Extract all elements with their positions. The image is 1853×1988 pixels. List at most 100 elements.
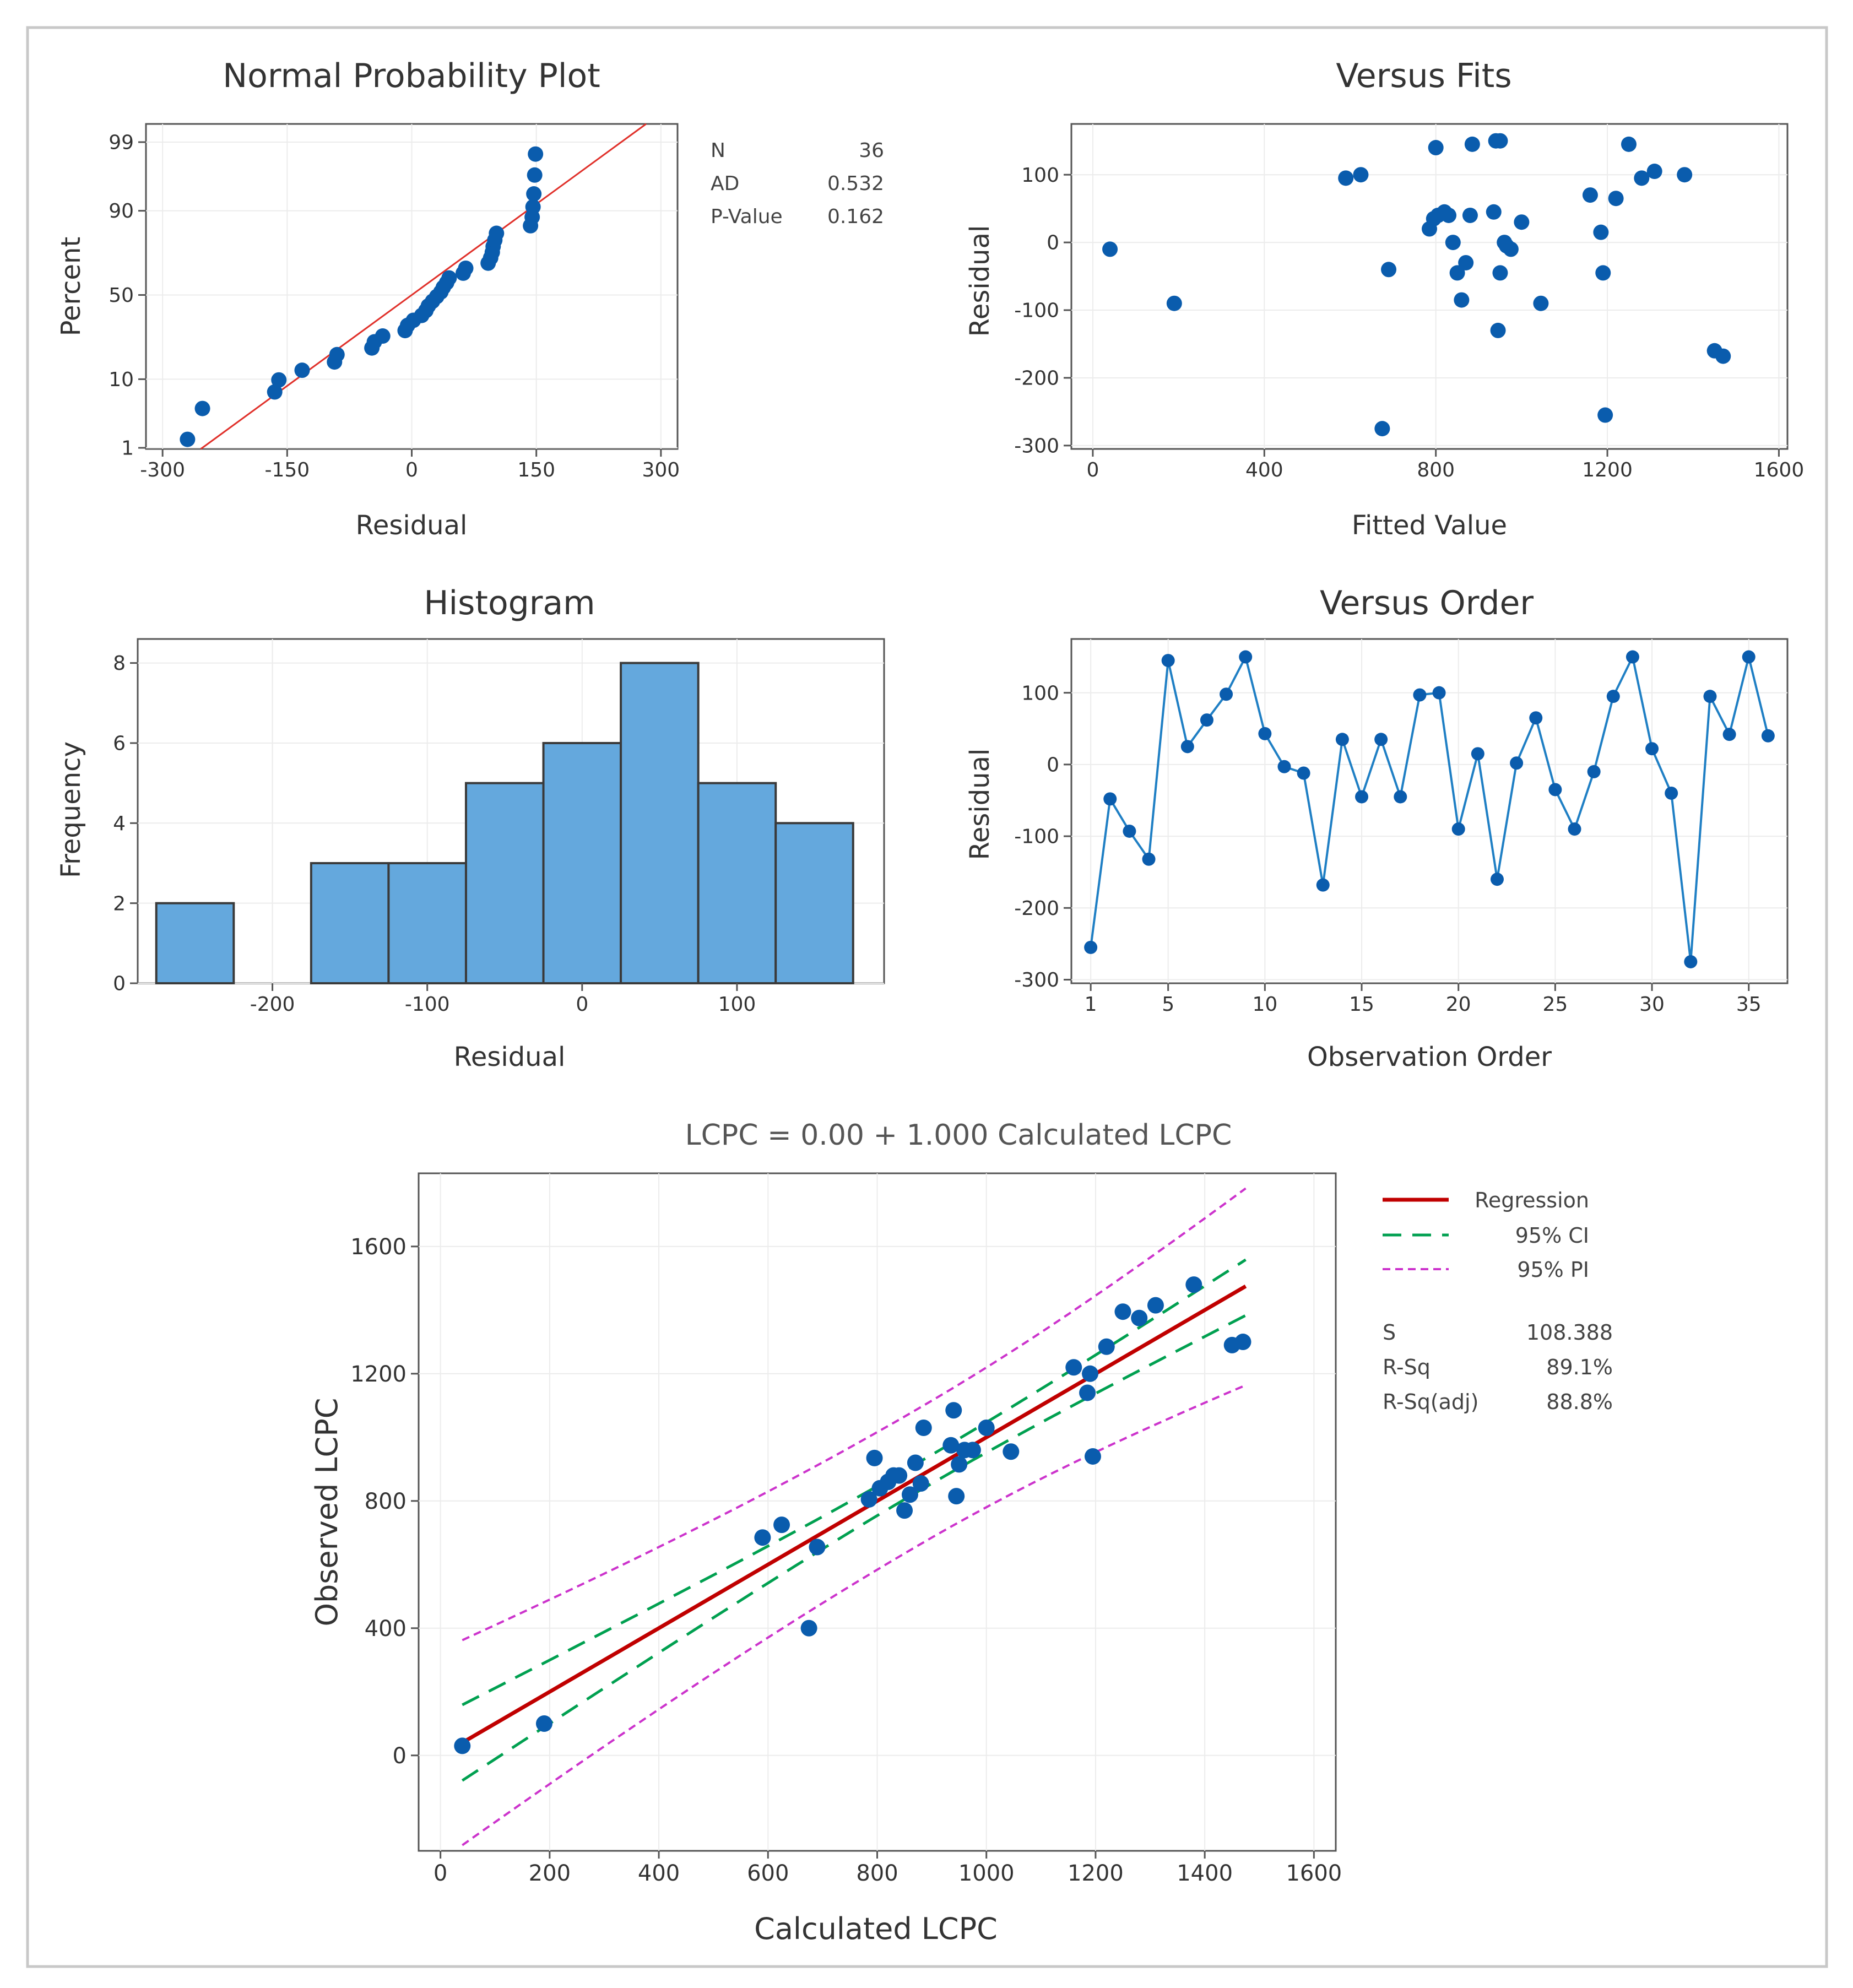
x-tick-label: 0: [405, 459, 418, 481]
fitted-point: [1003, 1443, 1020, 1460]
y-tick-label: 90: [109, 200, 134, 223]
npp-stat-value: 0.532: [827, 172, 884, 195]
order-point: [1471, 747, 1484, 761]
y-tick-label: 50: [109, 284, 134, 307]
fits-point: [1374, 421, 1390, 437]
fits-point: [1353, 167, 1369, 183]
fits-point: [1608, 191, 1624, 207]
fitted-point: [800, 1619, 817, 1637]
legend-ci-label: 95% CI: [1515, 1223, 1589, 1248]
order-point: [1142, 852, 1156, 866]
npp-gridlines: [146, 124, 678, 449]
y-tick-label: 800: [365, 1489, 407, 1514]
order-point: [1684, 955, 1698, 968]
y-tick-label: 10: [109, 369, 134, 391]
x-tick-label: 1200: [1068, 1861, 1124, 1886]
fits-point: [1533, 295, 1549, 311]
hist-bar: [620, 662, 700, 984]
order-point: [1645, 742, 1659, 756]
fitted-point: [1131, 1309, 1148, 1326]
order-point: [1161, 654, 1175, 668]
fitted-stat-label: R-Sq(adj): [1383, 1390, 1478, 1414]
fits-point: [1445, 235, 1461, 251]
fitted-legend: Regression 95% CI 95% PI: [1383, 1188, 1589, 1282]
hist-title: Histogram: [424, 584, 595, 622]
y-tick-label: 99: [109, 132, 134, 154]
npp-point: [180, 431, 196, 447]
fitted-point: [942, 1437, 960, 1454]
npp-point: [375, 328, 391, 344]
fits-point: [1503, 241, 1519, 257]
fits-title: Versus Fits: [1336, 57, 1511, 95]
npp-point: [527, 167, 543, 183]
hist-bar: [155, 902, 235, 984]
order-y-axis-label: Residual: [965, 749, 995, 860]
y-tick-label: 1200: [350, 1362, 407, 1387]
fitted-point: [535, 1715, 552, 1732]
fitted-points: [454, 1276, 1251, 1754]
versus-fits-plot: Versus Fits 0 400 800 1200 1600-300-200-1000…: [965, 57, 1804, 541]
x-tick-label: -150: [264, 459, 310, 481]
fitted-stat-value: 88.8%: [1546, 1390, 1613, 1414]
fits-point: [1595, 265, 1611, 281]
fitted-point: [896, 1502, 913, 1519]
x-tick-label: 20: [1446, 993, 1471, 1016]
y-tick-label: 1: [121, 437, 134, 460]
x-tick-label: 5: [1162, 993, 1174, 1016]
y-tick-label: 0: [1047, 232, 1059, 254]
fits-point: [1454, 292, 1470, 308]
fitted-point: [1082, 1365, 1099, 1382]
order-point: [1374, 733, 1388, 746]
order-point: [1703, 690, 1717, 703]
npp-title: Normal Probability Plot: [223, 57, 600, 95]
npp-point: [271, 372, 287, 388]
order-point: [1587, 765, 1601, 778]
x-tick-label: 1: [1085, 993, 1097, 1016]
hist-bar: [697, 782, 777, 985]
order-point: [1084, 940, 1098, 954]
fits-point: [1166, 295, 1182, 311]
fitted-point: [860, 1491, 877, 1508]
hist-bar: [542, 741, 622, 984]
order-point: [1568, 822, 1581, 836]
order-point: [1394, 790, 1407, 804]
y-tick-label: 8: [113, 652, 126, 675]
x-tick-label: 800: [1417, 459, 1455, 481]
x-tick-label: 300: [642, 459, 680, 481]
order-point: [1123, 824, 1136, 838]
order-point: [1200, 713, 1213, 727]
order-point: [1103, 792, 1117, 806]
hist-bar: [774, 822, 854, 985]
fits-point: [1514, 214, 1530, 230]
fits-point: [1597, 407, 1613, 423]
fitted-point: [1079, 1384, 1096, 1401]
x-tick-label: 600: [747, 1861, 789, 1886]
fits-point: [1441, 207, 1457, 223]
y-tick-label: -100: [1014, 300, 1059, 322]
x-tick-label: 0: [576, 993, 588, 1016]
y-tick-label: 0: [1047, 754, 1059, 776]
order-point: [1510, 756, 1524, 770]
npp-point: [526, 186, 542, 202]
y-tick-label: -100: [1014, 826, 1059, 848]
fits-point: [1464, 136, 1480, 152]
fitted-point: [915, 1419, 932, 1436]
order-point: [1180, 740, 1194, 754]
ci-band-upper: [462, 1258, 1247, 1707]
order-points: [1084, 650, 1775, 968]
order-point: [1742, 650, 1756, 664]
y-tick-label: 100: [1021, 682, 1059, 705]
x-tick-label: 1600: [1286, 1861, 1342, 1886]
fits-point: [1102, 241, 1118, 257]
x-tick-label: 0: [1086, 459, 1099, 481]
npp-point: [528, 146, 544, 162]
order-x-ticks: 1 5 10 15 20 25 30 35: [1085, 983, 1762, 1016]
fitted-point: [951, 1456, 968, 1473]
x-tick-label: 10: [1252, 993, 1277, 1016]
legend-regression-label: Regression: [1475, 1188, 1589, 1212]
fitted-point: [773, 1516, 790, 1534]
x-tick-label: 400: [1245, 459, 1283, 481]
fits-x-axis-label: Fitted Value: [1352, 510, 1507, 541]
x-tick-label: 25: [1542, 993, 1568, 1016]
fitted-point: [1098, 1338, 1115, 1355]
